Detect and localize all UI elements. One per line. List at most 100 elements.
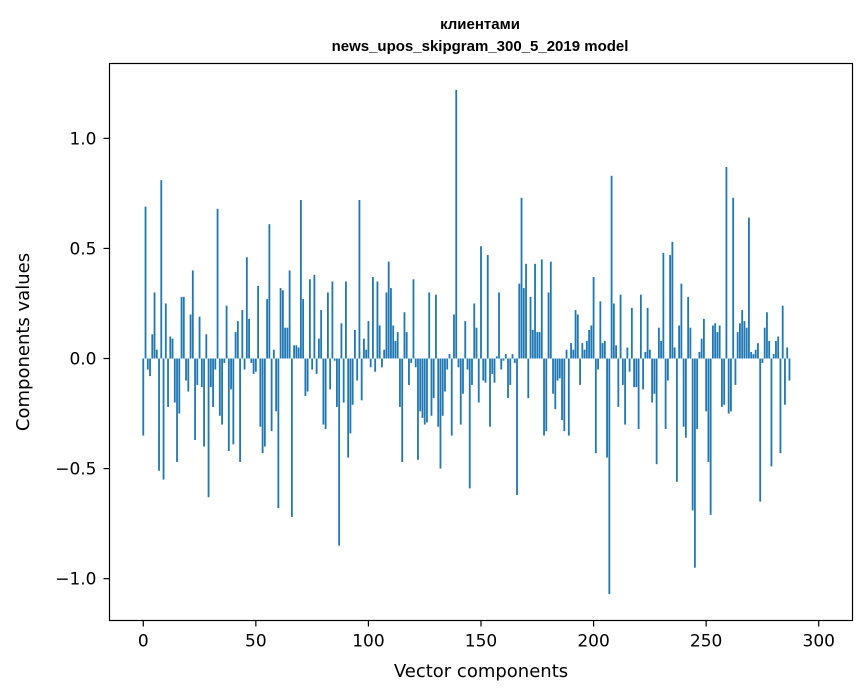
- bar-136: [448, 354, 451, 359]
- bar-262: [732, 197, 735, 359]
- bar-247: [698, 351, 701, 359]
- bar-58: [272, 349, 275, 359]
- bar-134: [444, 358, 446, 392]
- bar-230: [660, 340, 663, 359]
- bar-30: [209, 358, 212, 388]
- bar-264: [736, 332, 739, 359]
- bar-192: [574, 310, 577, 359]
- bar-48: [250, 358, 253, 363]
- bar-100: [367, 321, 370, 359]
- bar-238: [678, 325, 681, 359]
- bar-178: [543, 358, 545, 436]
- bar-157: [495, 356, 498, 359]
- bar-176: [538, 332, 541, 359]
- bar-189: [567, 358, 570, 436]
- bar-87: [338, 358, 341, 546]
- y-tick-label-0: −1.0: [55, 570, 96, 590]
- bar-118: [408, 358, 410, 385]
- bar-72: [304, 358, 307, 396]
- bar-263: [734, 358, 737, 385]
- bar-146: [471, 358, 473, 385]
- bar-88: [340, 323, 343, 359]
- bar-218: [633, 358, 635, 388]
- bar-66: [290, 358, 293, 518]
- bar-254: [714, 323, 717, 359]
- x-tick-label-250: 250: [690, 632, 722, 652]
- bar-153: [486, 255, 489, 359]
- bar-122: [417, 358, 419, 460]
- bar-76: [313, 274, 316, 359]
- bar-183: [554, 358, 557, 410]
- bar-213: [621, 358, 624, 385]
- bar-242: [687, 296, 690, 359]
- bar-53: [261, 358, 264, 454]
- x-axis-label: Vector components: [394, 661, 568, 682]
- x-tick-label-0: 0: [138, 632, 149, 652]
- bar-191: [572, 349, 575, 359]
- bar-18: [182, 296, 185, 359]
- bar-256: [718, 325, 721, 359]
- bar-245: [693, 358, 696, 568]
- bar-56: [268, 224, 271, 359]
- bar-111: [392, 325, 395, 359]
- bar-155: [491, 358, 494, 374]
- bar-179: [545, 358, 548, 432]
- bar-227: [653, 358, 656, 394]
- bar-268: [745, 327, 748, 359]
- bar-194: [579, 358, 581, 385]
- bar-240: [682, 358, 685, 427]
- bar-279: [770, 358, 773, 467]
- bar-216: [628, 358, 631, 372]
- bar-130: [435, 294, 437, 359]
- bar-110: [390, 288, 392, 359]
- bar-121: [414, 358, 417, 368]
- bar-209: [612, 303, 615, 359]
- bar-170: [525, 263, 527, 359]
- bar-27: [203, 358, 205, 447]
- bar-203: [599, 301, 602, 359]
- bar-54: [263, 358, 266, 447]
- y-tick-label-1: −0.5: [55, 460, 96, 480]
- y-tick-label-2: 0.0: [69, 350, 96, 370]
- bar-188: [565, 349, 568, 359]
- bar-237: [675, 358, 678, 482]
- bar-278: [768, 340, 771, 359]
- bar-161: [504, 354, 507, 359]
- bar-274: [759, 358, 762, 502]
- bar-37: [225, 305, 228, 359]
- bar-103: [374, 358, 377, 372]
- bar-40: [232, 358, 235, 445]
- bar-151: [482, 358, 485, 381]
- bar-173: [531, 329, 534, 359]
- bar-185: [558, 358, 561, 379]
- bar-253: [712, 325, 714, 359]
- bar-198: [588, 329, 590, 359]
- bar-0: [142, 358, 145, 436]
- bar-115: [401, 358, 404, 462]
- bar-24: [196, 358, 199, 385]
- bar-52: [259, 358, 262, 427]
- bar-23: [194, 358, 196, 440]
- chart-title-line-2: news_upos_skipgram_300_5_2019 model: [332, 38, 629, 55]
- bar-57: [270, 358, 273, 432]
- bar-239: [680, 283, 683, 359]
- bar-81: [324, 358, 327, 429]
- bar-270: [750, 351, 753, 359]
- bar-165: [513, 358, 516, 363]
- bar-95: [356, 358, 359, 381]
- bar-257: [721, 358, 723, 407]
- bar-168: [520, 197, 523, 359]
- bar-150: [480, 246, 482, 359]
- bar-5: [153, 292, 156, 359]
- bar-276: [763, 327, 766, 359]
- bar-250: [705, 358, 708, 412]
- bar-108: [385, 292, 388, 359]
- bar-39: [230, 358, 232, 390]
- bar-92: [349, 358, 352, 434]
- bar-284: [781, 305, 784, 359]
- bar-99: [365, 349, 368, 359]
- bar-82: [327, 292, 329, 359]
- x-tick-label-50: 50: [245, 632, 267, 652]
- bar-144: [466, 358, 469, 370]
